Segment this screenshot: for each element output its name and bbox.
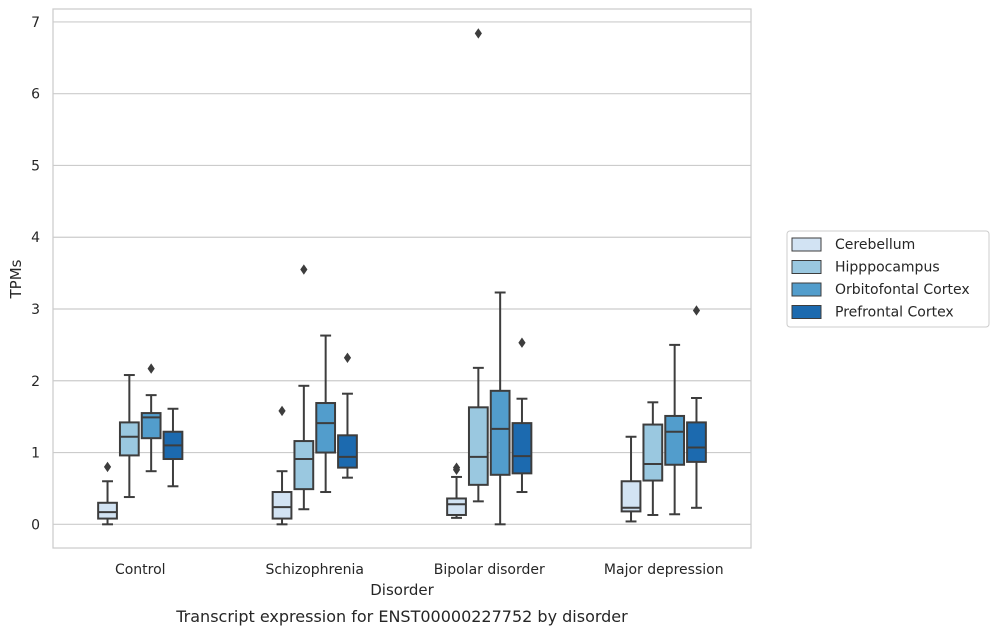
box-0-0 [97, 461, 118, 526]
legend-label: Cerebellum [835, 237, 915, 253]
y-tick-label: 4 [31, 230, 40, 246]
y-tick-label: 5 [31, 158, 40, 174]
legend-label: Prefrontal Cortex [835, 305, 954, 321]
box-3-1 [642, 401, 664, 516]
box-body [511, 422, 533, 475]
y-tick-label: 3 [31, 302, 40, 318]
box-body [664, 414, 686, 466]
box-0-1 [118, 374, 140, 499]
y-tick-labels: 0 1 2 3 4 5 6 7 [31, 15, 40, 533]
box-1-2 [315, 334, 337, 494]
outlier-point [300, 264, 308, 275]
legend-frame [786, 230, 990, 328]
box-body [140, 412, 162, 440]
outlier-point [474, 28, 482, 39]
box-body [293, 440, 315, 491]
outlier-point [103, 461, 112, 473]
box-body [271, 491, 293, 520]
legend-swatch [791, 282, 822, 297]
outlier-point [147, 363, 155, 374]
box-3-0 [620, 435, 642, 523]
x-tick-label: Major depression [604, 562, 724, 578]
box-body [315, 402, 337, 454]
x-axis-label: Disorder [370, 581, 434, 599]
outlier-point [343, 352, 352, 363]
y-tick-label: 0 [31, 517, 40, 533]
legend-label: Orbitofontal Cortex [835, 282, 970, 298]
box-body [686, 421, 707, 463]
legend-label: Hipppocampus [835, 260, 940, 276]
box-0-3 [162, 407, 184, 488]
box-1-1 [293, 264, 315, 511]
box-body [620, 480, 642, 513]
x-tick-labels: Control Schizophrenia Bipolar disorder Majo… [115, 562, 724, 578]
legend-swatch [791, 305, 822, 319]
legend: Cerebellum Hipppocampus Orbitofontal Corte… [786, 230, 990, 328]
outlier-point [518, 337, 526, 348]
x-tick-label: Schizophrenia [266, 562, 364, 578]
outlier-point [452, 462, 461, 473]
x-tick-label: Bipolar disorder [434, 562, 545, 578]
y-tick-label: 7 [31, 15, 40, 31]
box-2-0 [446, 462, 467, 519]
box-3-2 [664, 343, 686, 516]
chart-caption: Transcript expression for ENST0000022775… [175, 607, 628, 626]
box-body [97, 501, 118, 520]
boxes [97, 28, 707, 526]
y-tick-label: 6 [31, 87, 40, 103]
y-tick-label: 2 [31, 374, 40, 390]
box-body [489, 389, 511, 476]
box-1-0 [271, 405, 293, 526]
box-body [337, 434, 358, 469]
box-body [446, 497, 467, 516]
outlier-point [692, 305, 701, 316]
box-2-2 [489, 291, 511, 526]
outlier-point [278, 405, 286, 417]
y-tick-label: 1 [31, 446, 40, 462]
legend-swatch [791, 237, 822, 252]
box-2-1 [467, 28, 489, 503]
y-axis-label: TPMs [7, 259, 25, 299]
box-body [642, 423, 664, 482]
box-0-2 [140, 363, 162, 473]
legend-swatch [791, 260, 822, 274]
box-2-3 [511, 337, 533, 494]
box-body [467, 406, 489, 486]
x-tick-label: Control [115, 562, 166, 578]
box-1-3 [337, 352, 358, 479]
plot-frame [52, 8, 752, 549]
box-body [118, 421, 140, 457]
box-3-3 [686, 305, 707, 509]
